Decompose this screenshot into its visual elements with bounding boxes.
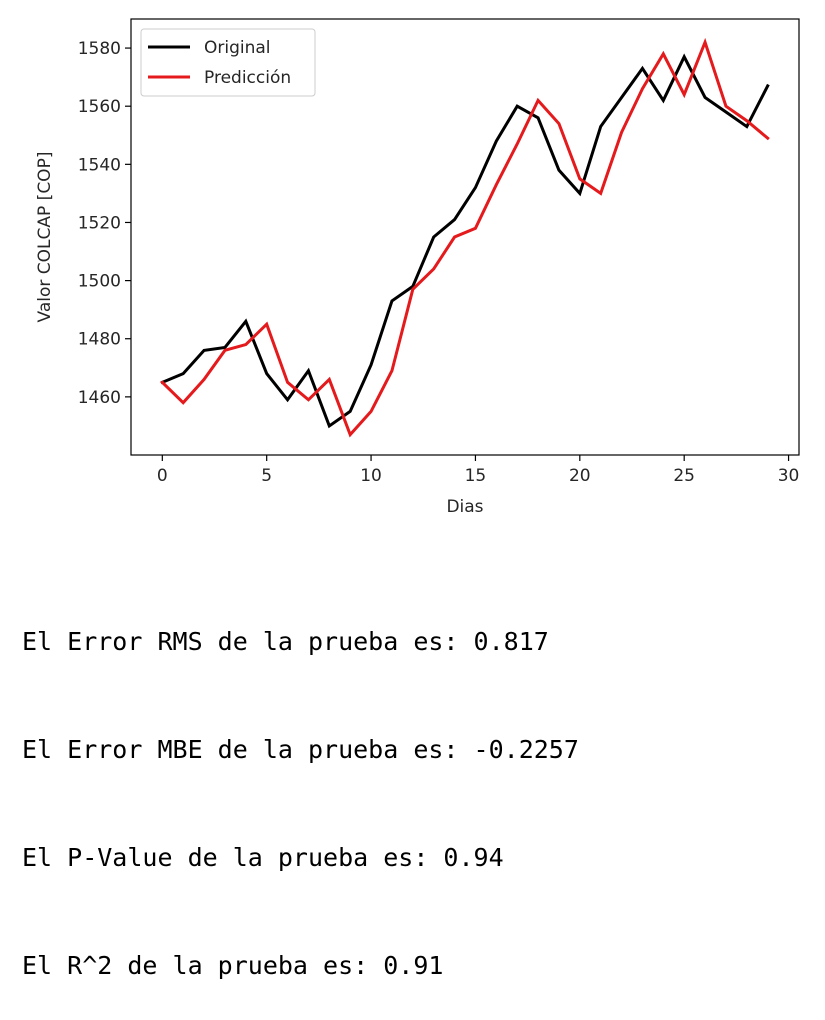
y-tick-label: 1460 xyxy=(78,388,121,408)
y-tick-label: 1520 xyxy=(78,213,121,233)
y-tick-label: 1580 xyxy=(78,39,121,59)
x-tick-label: 25 xyxy=(673,466,695,486)
line-chart: 0 5 10 15 20 25 30 146014801500152015401560158… xyxy=(35,18,800,517)
output-line-rms: El Error RMS de la prueba es: 0.817 xyxy=(22,627,549,656)
series-group xyxy=(160,37,770,438)
y-tick-label: 1540 xyxy=(78,155,121,175)
output-line-r2: El R^2 de la prueba es: 0.91 xyxy=(22,951,444,980)
x-tick-label: 10 xyxy=(360,466,382,486)
x-tick-label: 5 xyxy=(261,466,272,486)
y-tick-label: 1560 xyxy=(78,97,121,117)
legend: Original Predicción xyxy=(140,28,316,97)
x-tick-label: 30 xyxy=(778,466,800,486)
series-line-original xyxy=(160,53,770,429)
series-line-prediccion xyxy=(160,37,770,438)
x-axis: 0 5 10 15 20 25 30 xyxy=(157,455,799,486)
legend-label-prediccion: Predicción xyxy=(204,68,291,88)
x-tick-label: 20 xyxy=(569,466,591,486)
legend-label-original: Original xyxy=(204,38,271,58)
y-axis-label: Valor COLCAP [COP] xyxy=(35,152,55,323)
output-line-pvalue: El P-Value de la prueba es: 0.94 xyxy=(22,843,504,872)
axes-frame xyxy=(130,18,800,456)
y-tick-label: 1480 xyxy=(78,330,121,350)
x-axis-label: Dias xyxy=(446,497,483,517)
y-tick-label: 1500 xyxy=(78,272,121,292)
console-output: El Error RMS de la prueba es: 0.817 El E… xyxy=(22,552,579,1020)
x-tick-label: 0 xyxy=(157,466,168,486)
output-line-mbe: El Error MBE de la prueba es: -0.2257 xyxy=(22,735,579,764)
y-axis: 1460 1480 1500 1520 1540 1560 1580 xyxy=(78,39,131,408)
x-tick-label: 15 xyxy=(465,466,487,486)
